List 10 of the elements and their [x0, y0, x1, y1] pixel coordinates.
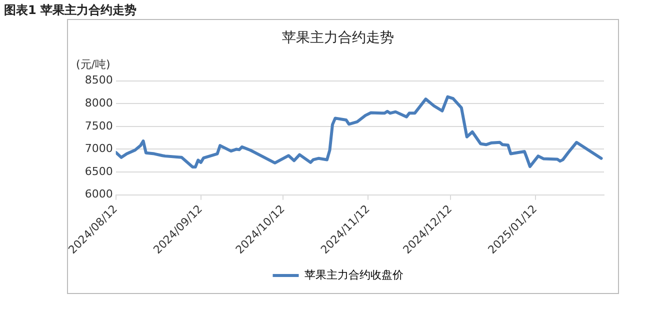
- y-axis-title: (元/吨): [76, 58, 110, 72]
- legend-label: 苹果主力合约收盘价: [304, 268, 404, 282]
- y-tick-label: 7500: [84, 119, 113, 132]
- y-tick-label: 8500: [84, 74, 113, 87]
- y-tick-label: 7000: [84, 142, 113, 156]
- y-tick-label: 6000: [84, 188, 113, 201]
- y-tick-label: 6500: [84, 164, 113, 178]
- chart-title: 苹果主力合约走势: [282, 30, 394, 46]
- text: 图表1 苹果主力合约走势: [4, 2, 137, 19]
- y-tick-label: 8000: [84, 96, 113, 110]
